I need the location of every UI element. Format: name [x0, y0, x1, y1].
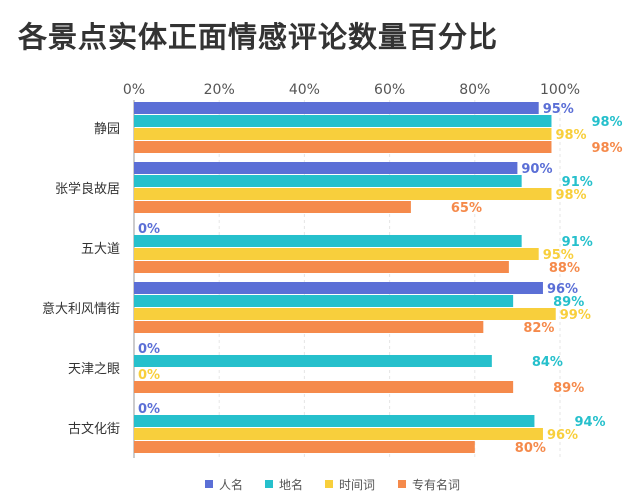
x-tick-label: 60% [374, 82, 405, 98]
legend-label: 专有名词 [412, 477, 460, 492]
legend-swatch [205, 480, 213, 488]
data-label: 90% [521, 162, 552, 177]
data-label: 65% [451, 201, 482, 216]
chart-title: 各景点实体正面情感评论数量百分比 [18, 20, 499, 54]
data-label: 95% [543, 248, 574, 263]
data-label: 98% [591, 115, 622, 130]
bar [134, 381, 514, 393]
bar [134, 261, 509, 273]
data-label: 89% [553, 381, 584, 396]
y-category-label: 意大利风情街 [42, 301, 120, 317]
bar [134, 141, 552, 153]
x-tick-label: 80% [459, 82, 490, 98]
data-label: 96% [547, 428, 578, 443]
bar [134, 128, 552, 140]
data-label: 0% [138, 368, 160, 383]
bar [134, 115, 552, 127]
data-label: 94% [574, 415, 605, 430]
y-category-label: 天津之眼 [68, 362, 120, 377]
data-label: 89% [553, 295, 584, 310]
legend-label: 时间词 [339, 478, 375, 492]
bar [134, 102, 539, 114]
bar [134, 235, 522, 247]
x-tick-label: 0% [123, 82, 145, 98]
data-label: 91% [562, 235, 593, 250]
legend-swatch [398, 480, 406, 488]
data-label: 0% [138, 342, 160, 357]
bar [134, 415, 535, 427]
data-label: 98% [591, 141, 622, 156]
bar [134, 282, 543, 294]
bar [134, 162, 518, 174]
x-tick-label: 40% [289, 82, 320, 98]
bar [134, 428, 543, 440]
legend-swatch [325, 480, 333, 488]
bar [134, 188, 552, 200]
data-label: 0% [138, 402, 160, 417]
bar [134, 355, 492, 367]
data-label: 84% [532, 355, 563, 370]
bar [134, 175, 522, 187]
y-category-label: 张学良故居 [55, 181, 120, 197]
data-label: 96% [547, 282, 578, 297]
legend-swatch [265, 480, 273, 488]
bar [134, 441, 475, 453]
y-category-label: 古文化街 [68, 422, 120, 437]
bar [134, 321, 484, 333]
y-category-label: 五大道 [81, 242, 120, 257]
x-tick-label: 100% [540, 82, 580, 98]
y-category-label: 静园 [94, 122, 120, 137]
data-label: 98% [555, 188, 586, 203]
data-label: 82% [523, 321, 554, 336]
legend-label: 人名 [219, 477, 243, 492]
x-tick-label: 20% [204, 82, 235, 98]
data-label: 91% [562, 175, 593, 190]
data-label: 88% [549, 261, 580, 276]
data-label: 95% [543, 102, 574, 117]
data-label: 80% [515, 441, 546, 456]
bar [134, 308, 556, 320]
bar [134, 295, 514, 307]
data-label: 98% [555, 128, 586, 143]
data-label: 99% [560, 308, 591, 323]
data-label: 0% [138, 222, 160, 237]
bar [134, 248, 539, 260]
legend-label: 地名 [279, 477, 303, 492]
bar [134, 201, 411, 213]
